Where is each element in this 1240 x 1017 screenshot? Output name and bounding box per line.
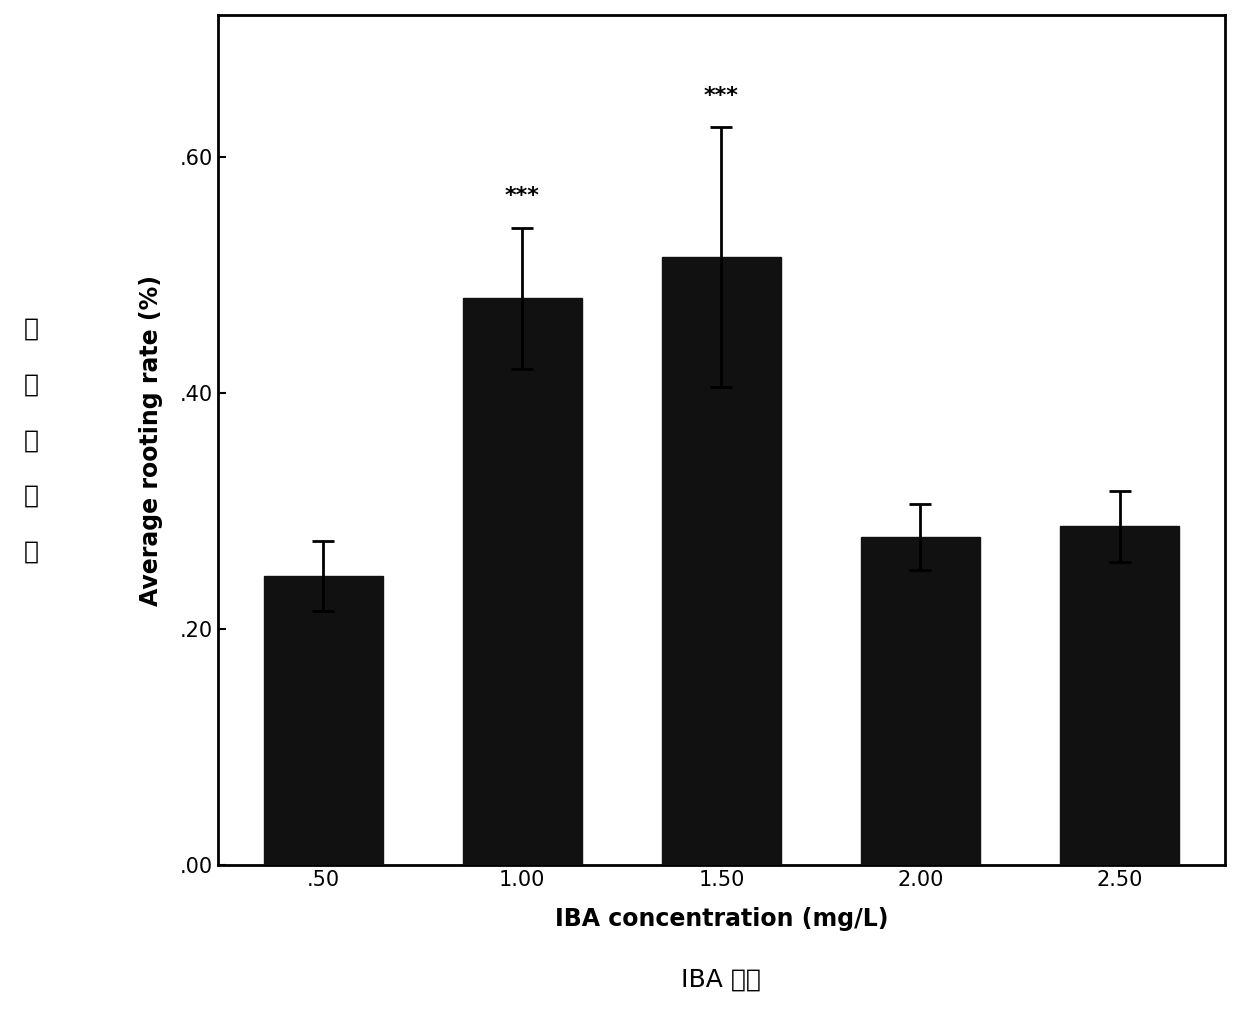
Text: ***: *** xyxy=(505,186,539,206)
Bar xyxy=(264,576,383,865)
Text: 根: 根 xyxy=(24,484,38,508)
Text: 均: 均 xyxy=(24,372,38,397)
Bar xyxy=(1060,527,1179,865)
Y-axis label: Average rooting rate (%): Average rooting rate (%) xyxy=(139,275,162,606)
Text: 平: 平 xyxy=(24,316,38,341)
Bar xyxy=(662,257,781,865)
Text: 率: 率 xyxy=(24,540,38,564)
Text: ***: *** xyxy=(704,85,739,106)
Bar xyxy=(463,298,582,865)
Text: 生: 生 xyxy=(24,428,38,453)
Text: IBA 浓度: IBA 浓度 xyxy=(682,967,761,992)
Bar xyxy=(861,537,980,865)
X-axis label: IBA concentration (mg/L): IBA concentration (mg/L) xyxy=(554,907,888,931)
